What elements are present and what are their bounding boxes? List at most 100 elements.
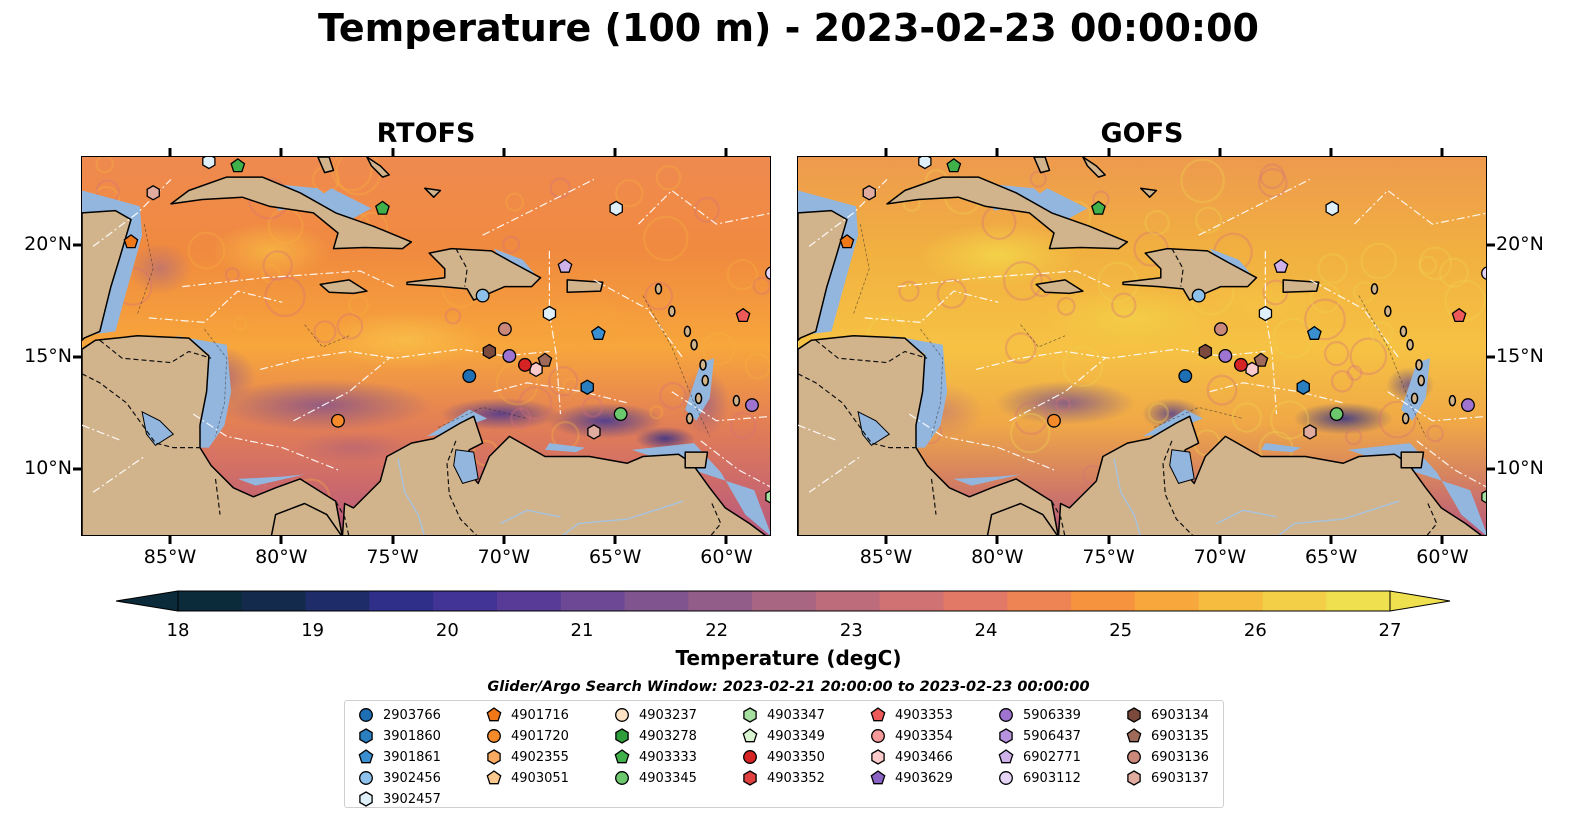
legend-item-6903135: 6903135 [1125,726,1209,746]
float-marker-6903137 [1303,424,1317,440]
float-marker-4903350 [517,357,532,372]
float-marker-3901860 [1296,379,1310,395]
lon-tick [724,536,728,544]
float-marker-3902457 [609,200,623,217]
rivers [1113,458,1400,535]
lon-tick-top [1218,148,1222,156]
legend-label: 4903350 [767,749,825,765]
float-marker-4903350 [1233,357,1248,372]
legend-label: 4901720 [511,728,569,744]
legend-label: 3901861 [383,749,441,765]
legend-item-5906437: 5906437 [997,726,1081,746]
lat-label-left-10: 10°N [24,456,72,479]
lon-tick-top [1329,148,1333,156]
legend-item-6903137: 6903137 [1125,768,1209,788]
float-marker-6903134 [482,343,497,360]
hexagon-marker-icon [1127,770,1141,786]
legend-label: 4903354 [895,728,953,744]
float-marker-4903347 [1481,490,1486,504]
country-borders [82,248,722,535]
lat-tick-left [73,467,82,471]
legend-label: 6903135 [1151,728,1209,744]
map-panel-rtofs [81,156,771,536]
float-marker-6903135 [1253,352,1269,367]
circle-marker-icon [359,771,373,785]
legend-label: 6903112 [1023,770,1081,786]
lon-label-1-0: 85°W [859,546,913,568]
lon-tick [884,536,888,544]
pentagon-marker-icon [998,749,1014,764]
legend-item-6902771: 6902771 [997,747,1081,767]
float-marker-6903137 [862,185,876,201]
legend-label: 5906437 [1023,728,1081,744]
legend-marker-6903137 [1127,770,1141,786]
legend-item-4903354: 4903354 [869,726,953,746]
legend-label: 4903349 [767,728,825,744]
lat-tick-left [73,243,82,247]
legend-marker-3901861 [358,749,374,764]
lat-tick-right [1486,243,1495,247]
float-marker-2903766 [1178,369,1193,384]
lon-tick-top [1107,148,1111,156]
legend-item-4903051: 4903051 [485,768,569,788]
country-borders [798,248,1438,535]
legend-label: 4903051 [511,770,569,786]
float-marker-6903134 [1198,343,1213,360]
legend-marker-4902355 [487,749,501,765]
legend-marker-4903333 [614,749,630,764]
lon-tick-top [279,148,283,156]
legend-item-4903349: 4903349 [741,726,825,746]
legend-marker-6903135 [1126,728,1142,743]
lon-label-0-5: 60°W [700,546,753,568]
float-marker-4903345 [613,407,628,422]
float-marker-6903135 [537,352,553,367]
legend-item-4903350: 4903350 [741,747,825,767]
rivers [397,458,684,535]
float-marker-3902457 [202,157,216,170]
colorbar-tick-24: 24 [974,620,998,641]
float-marker-4903353 [735,307,751,323]
pentagon-marker-icon [486,707,502,722]
lon-label-0-1: 80°W [255,546,308,568]
legend-marker-4903278 [615,728,629,744]
legend-item-6903112: 6903112 [997,768,1081,788]
float-marker-4901716 [839,234,855,249]
legend-label: 3902457 [383,791,441,807]
legend-item-4903352: 4903352 [741,768,825,788]
legend-item-4903466: 4903466 [869,747,953,767]
legend-label: 4903347 [767,707,825,723]
legend-marker-4903352 [743,770,757,786]
colorbar-tick-20: 20 [435,620,459,641]
lat-label-left-20: 20°N [24,233,72,256]
legend-item-4903345: 4903345 [613,768,697,788]
legend-label: 4903345 [639,770,697,786]
lat-label-left-15: 15°N [24,345,72,368]
lat-label-right-15: 15°N [1496,345,1544,368]
legend-marker-4903345 [615,771,629,785]
legend-marker-2903766 [359,708,373,722]
float-marker-5906339 [1218,348,1233,363]
hexagon-marker-icon [743,707,757,723]
lat-label-right-10: 10°N [1496,456,1544,479]
lon-tick-top [724,148,728,156]
legend-item-4903333: 4903333 [613,747,697,767]
circle-marker-icon [743,750,757,764]
pentagon-marker-icon [870,707,886,722]
legend-label: 4903353 [895,707,953,723]
lat-tick-right [1486,355,1495,359]
legend-marker-4903466 [871,749,885,765]
lon-label-1-5: 60°W [1416,546,1469,568]
lon-tick [168,536,172,544]
lon-tick [613,536,617,544]
land-masses [798,157,1483,535]
float-marker-6903112 [765,266,770,280]
float-legend: 2903766 3901860 3901861 3902456 3902457 49017… [344,700,1224,808]
circle-marker-icon [999,708,1013,722]
hexagon-marker-icon [1127,707,1141,723]
legend-marker-4903051 [486,770,502,785]
colorbar-tick-21: 21 [570,620,594,641]
colorbar-tick-27: 27 [1378,620,1402,641]
legend-label: 4901716 [511,707,569,723]
lat-tick-right [1486,467,1495,471]
colorbar [116,590,1451,612]
